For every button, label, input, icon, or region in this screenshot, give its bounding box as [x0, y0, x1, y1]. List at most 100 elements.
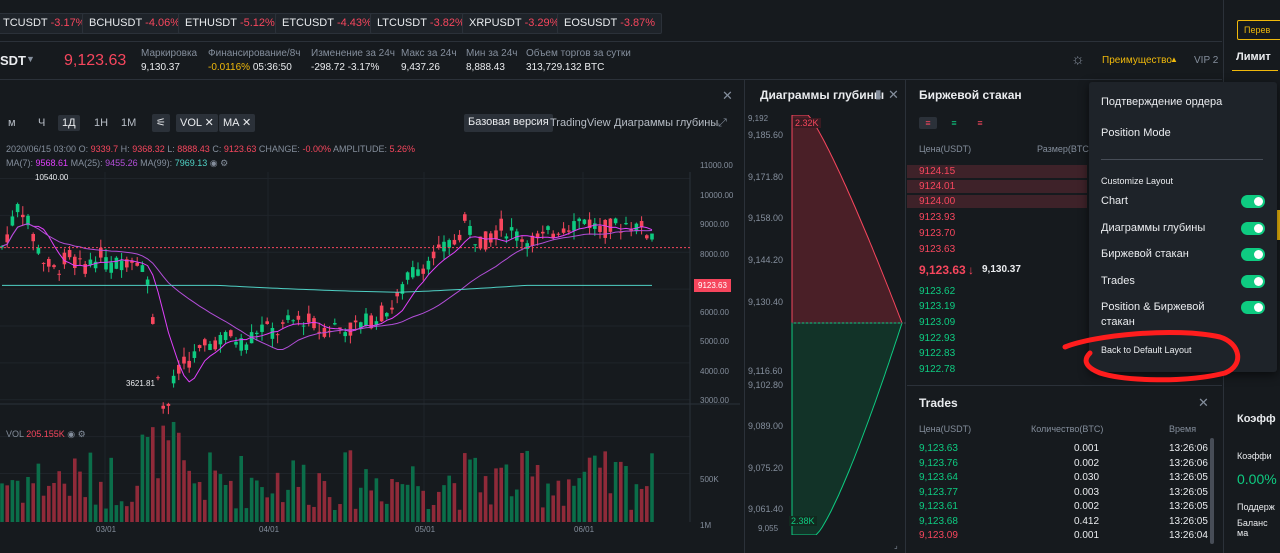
- trade-qty: 0.001: [1074, 443, 1100, 454]
- ask-price[interactable]: 9123.63: [919, 244, 956, 255]
- ask-price[interactable]: 9123.70: [919, 228, 956, 239]
- theme-sun-icon[interactable]: ☼: [1071, 51, 1085, 68]
- ticker-item[interactable]: ETCUSDT -4.43%: [275, 13, 379, 34]
- caret-up-icon[interactable]: ▲: [1170, 55, 1178, 64]
- bid-price[interactable]: 9122.93: [919, 333, 956, 344]
- candlestick-chart[interactable]: [0, 172, 740, 553]
- advantage-menu[interactable]: Преимущество: [1102, 55, 1172, 66]
- candle-body: [161, 405, 165, 409]
- eye-icon[interactable]: ◉: [67, 429, 76, 439]
- candle-body: [223, 332, 228, 341]
- expand-icon[interactable]: ⤢: [718, 117, 727, 129]
- volume-bar: [338, 504, 342, 522]
- book-view-both-icon[interactable]: ≡: [919, 117, 937, 129]
- candle-body: [99, 247, 103, 258]
- bid-price[interactable]: 9122.83: [919, 348, 956, 359]
- book-view-bids-icon[interactable]: ≡: [951, 118, 957, 128]
- bid-price[interactable]: 9122.78: [919, 364, 956, 375]
- chevron-down-icon[interactable]: ▼: [26, 54, 35, 64]
- vol-indicator-chip[interactable]: VOL ✕: [176, 114, 218, 132]
- close-icon[interactable]: ✕: [722, 88, 733, 103]
- depth-tick: 9,075.20: [748, 463, 784, 473]
- order-confirmation-item[interactable]: Подтверждение ордера: [1101, 96, 1223, 108]
- back-to-default-layout[interactable]: Back to Default Layout: [1101, 345, 1192, 355]
- margin-ratio-label: Коэффи: [1237, 451, 1272, 461]
- bid-price[interactable]: 9123.62: [919, 286, 956, 297]
- volume-bar: [156, 478, 160, 522]
- volume-bar: [509, 496, 514, 522]
- position-mode-item[interactable]: Position Mode: [1101, 127, 1171, 139]
- ticker-item[interactable]: LTCUSDT -3.82%: [370, 13, 472, 34]
- interval-hour[interactable]: Ч: [38, 117, 46, 129]
- maintenance-margin-label: Поддерж: [1237, 502, 1275, 512]
- symbol-title[interactable]: SDT: [0, 53, 26, 68]
- trade-price: 9,123.76: [919, 457, 958, 469]
- volume-bar: [26, 476, 30, 522]
- transfer-button[interactable]: Перев: [1237, 20, 1280, 40]
- candle-body: [244, 344, 249, 351]
- panel-menu-icon[interactable]: ▮: [875, 87, 882, 101]
- close-icon[interactable]: ✕: [1198, 395, 1209, 410]
- bid-price[interactable]: 9123.09: [919, 317, 956, 328]
- close-icon[interactable]: ✕: [241, 117, 252, 129]
- ticker-symbol: TCUSDT: [3, 17, 48, 29]
- toggle-position[interactable]: [1241, 301, 1265, 314]
- orderbook-title: Биржевой стакан: [919, 88, 1022, 102]
- interval-day[interactable]: 1Д: [58, 115, 80, 131]
- view-basic[interactable]: Базовая версия: [464, 114, 553, 132]
- view-tradingview[interactable]: TradingView: [550, 117, 611, 129]
- candle-body: [546, 226, 550, 230]
- volume-bar: [218, 474, 223, 522]
- change-stat: Изменение за 24ч -298.72 -3.17%: [311, 48, 395, 73]
- depth-chart[interactable]: [746, 115, 906, 535]
- ask-price[interactable]: 9124.00: [919, 196, 956, 207]
- toggle-chart-label: Chart: [1101, 195, 1128, 207]
- ticker-item[interactable]: EOSUSDT -3.87%: [557, 13, 663, 34]
- ticker-item[interactable]: BCHUSDT -4.06%: [82, 13, 188, 34]
- trades-scrollbar[interactable]: [1210, 438, 1214, 544]
- toggle-trades[interactable]: [1241, 275, 1265, 288]
- ask-price[interactable]: 9123.93: [919, 212, 956, 223]
- resize-corner-icon[interactable]: ⌟: [894, 541, 898, 550]
- ask-price[interactable]: 9124.01: [919, 181, 956, 192]
- interval-month[interactable]: 1М: [121, 117, 137, 129]
- tab-limit[interactable]: Лимит: [1236, 51, 1271, 63]
- ticker-item[interactable]: XRPUSDT -3.29%: [462, 13, 567, 34]
- ticker-item[interactable]: ETHUSDT -5.12%: [178, 13, 282, 34]
- candle-body: [265, 321, 269, 324]
- ma99-line: [2, 284, 652, 293]
- ask-price[interactable]: 9124.15: [919, 166, 956, 177]
- volume-bar: [307, 504, 311, 522]
- settings-sliders-icon[interactable]: ⚟: [152, 114, 170, 132]
- interval-minute[interactable]: м: [8, 117, 16, 129]
- close-icon[interactable]: ✕: [204, 117, 214, 129]
- ticker-change: -5.12%: [239, 17, 275, 29]
- view-depth[interactable]: Диаграммы глубины: [614, 117, 719, 129]
- candle-body: [483, 231, 488, 250]
- volume-bar: [21, 502, 25, 522]
- candle-body: [151, 317, 155, 324]
- gear-icon[interactable]: ⚙: [77, 429, 86, 439]
- candle-body: [182, 356, 186, 364]
- toggle-depth[interactable]: [1241, 222, 1265, 235]
- bid-price[interactable]: 9123.19: [919, 301, 956, 312]
- candle-body: [109, 262, 113, 273]
- close-icon[interactable]: ✕: [888, 87, 899, 102]
- ma-indicator-chip[interactable]: MA ✕: [219, 114, 256, 132]
- candle-body: [452, 239, 457, 245]
- candle-body: [639, 221, 644, 228]
- interval-week[interactable]: 1Н: [94, 117, 109, 129]
- toggle-orderbook[interactable]: [1241, 248, 1265, 261]
- book-view-asks-icon[interactable]: ≡: [977, 118, 983, 128]
- volume-bar: [442, 485, 446, 522]
- eye-icon[interactable]: ◉: [209, 158, 218, 168]
- candle-body: [463, 214, 467, 221]
- volume-bar: [67, 495, 72, 522]
- volume-bar: [78, 471, 82, 522]
- trade-qty: 0.002: [1074, 457, 1100, 469]
- volume-bar: [312, 506, 316, 522]
- ticker-item[interactable]: TCUSDT -3.17%: [0, 13, 93, 34]
- volume-bar: [613, 462, 618, 522]
- gear-icon[interactable]: ⚙: [220, 158, 229, 168]
- toggle-chart[interactable]: [1241, 195, 1265, 208]
